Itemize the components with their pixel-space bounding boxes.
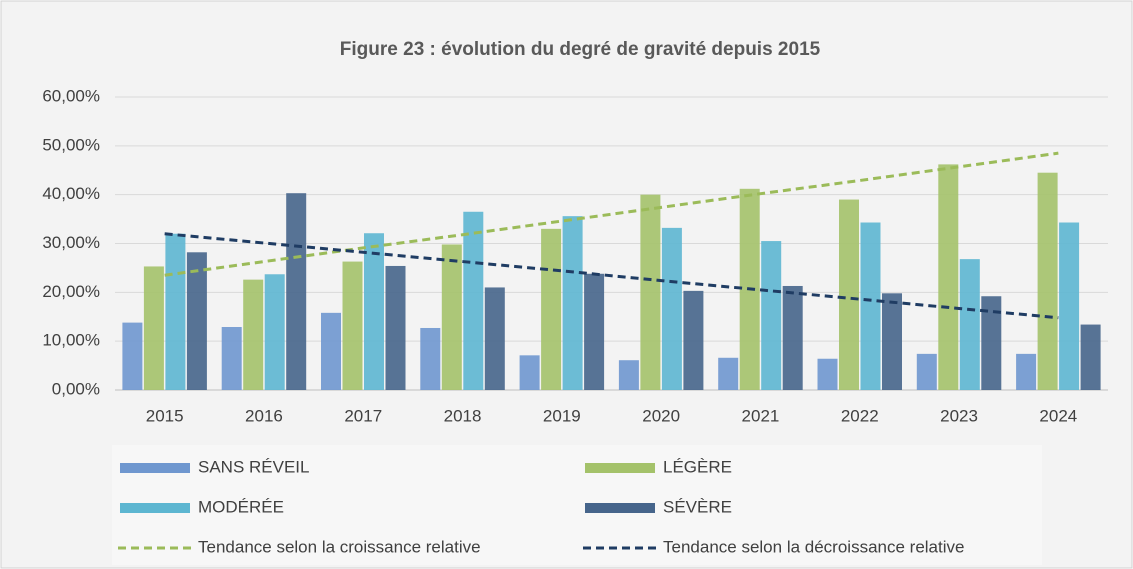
bar — [618, 360, 639, 390]
bar — [264, 274, 285, 390]
legend-swatch — [585, 463, 655, 473]
bar — [640, 194, 661, 390]
y-tick-label: 40,00% — [42, 184, 100, 203]
bar — [143, 266, 164, 390]
bar — [782, 285, 803, 390]
y-tick-label: 60,00% — [42, 86, 100, 105]
x-tick-label: 2019 — [543, 406, 581, 425]
bar — [519, 355, 540, 390]
x-tick-label: 2023 — [940, 406, 978, 425]
legend-swatch — [120, 463, 190, 473]
bar — [1059, 222, 1080, 390]
y-tick-label: 0,00% — [52, 379, 100, 398]
bar — [420, 327, 441, 390]
bar — [286, 193, 307, 390]
legend-label: SANS RÉVEIL — [198, 457, 310, 476]
x-tick-label: 2020 — [642, 406, 680, 425]
trend-line — [164, 151, 1059, 277]
bar — [817, 358, 838, 390]
bar — [981, 296, 1002, 390]
legend-box — [112, 445, 1042, 565]
bar — [165, 233, 186, 390]
legend-label: MODÉRÉE — [198, 497, 284, 516]
chart-title: Figure 23 : évolution du degré de gravit… — [340, 39, 821, 60]
bar — [562, 216, 583, 390]
bar — [186, 252, 207, 390]
bar — [342, 261, 363, 390]
y-tick-label: 50,00% — [42, 135, 100, 154]
x-tick-label: 2016 — [245, 406, 283, 425]
y-tick-label: 30,00% — [42, 233, 100, 252]
legend-label: LÉGÈRE — [663, 457, 732, 476]
bar — [1037, 172, 1058, 390]
bar — [718, 357, 739, 390]
legend-swatch — [585, 503, 655, 513]
bar — [1080, 324, 1101, 390]
bar — [661, 227, 682, 390]
x-tick-label: 2017 — [344, 406, 382, 425]
bar — [959, 259, 980, 390]
bar — [683, 290, 704, 390]
bar — [243, 279, 264, 390]
legend-label: Tendance selon la décroissance relative — [663, 537, 964, 556]
bar — [221, 327, 242, 390]
y-tick-label: 10,00% — [42, 331, 100, 350]
bar — [882, 293, 902, 390]
legend-label: Tendance selon la croissance relative — [198, 537, 481, 556]
x-tick-label: 2018 — [444, 406, 482, 425]
bar — [584, 273, 605, 390]
legend-label: SÉVÈRE — [663, 497, 732, 516]
y-tick-label: 20,00% — [42, 282, 100, 301]
bar — [541, 228, 562, 390]
legend-swatch — [120, 503, 190, 513]
bar — [364, 233, 384, 390]
bar — [441, 244, 462, 390]
bar — [839, 199, 859, 390]
bar — [1016, 353, 1037, 390]
bar — [321, 312, 341, 390]
bar — [385, 265, 406, 390]
bar — [484, 287, 505, 390]
bar — [122, 322, 143, 390]
bar — [938, 164, 959, 390]
x-tick-label: 2015 — [146, 406, 184, 425]
bar — [916, 353, 937, 390]
x-tick-label: 2022 — [841, 406, 879, 425]
x-tick-label: 2021 — [742, 406, 780, 425]
trend-line — [164, 232, 1059, 320]
bar — [860, 222, 881, 390]
bar — [463, 211, 484, 390]
x-tick-label: 2024 — [1039, 406, 1077, 425]
bar — [761, 241, 782, 390]
